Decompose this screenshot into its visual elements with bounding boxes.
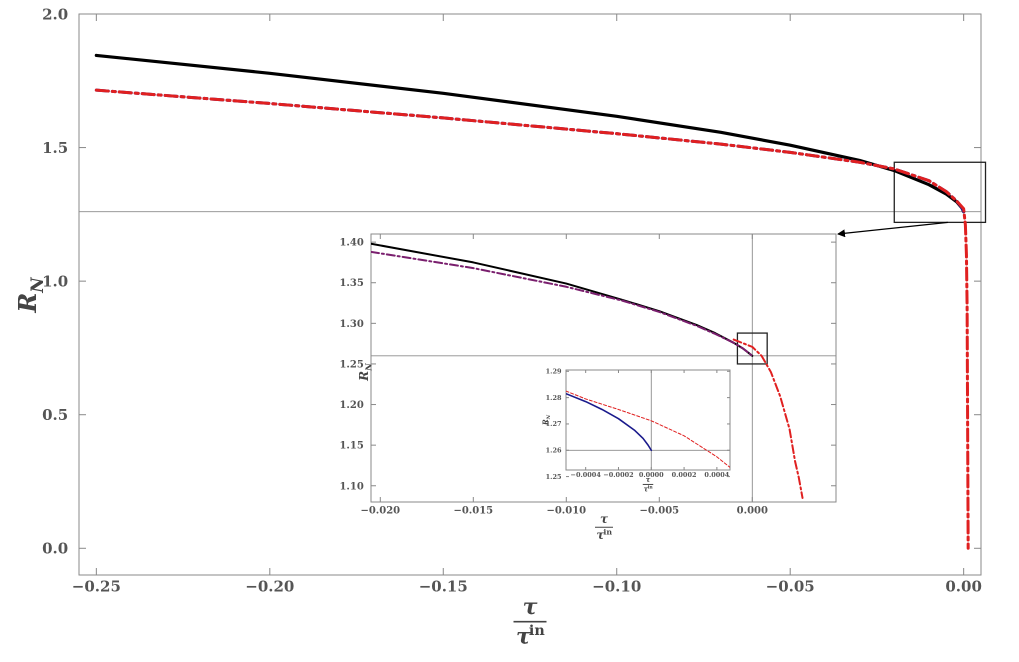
inset2-xtick-label: 0.0000 xyxy=(639,471,664,479)
inset1-zoom-box xyxy=(736,332,768,365)
inset1-xlabel-numerator: τ xyxy=(600,512,609,526)
inset2-ytick-label: 1.26 xyxy=(546,447,562,455)
inset1-ytick-label: 1.20 xyxy=(339,400,363,411)
main-xlabel-numerator: τ xyxy=(523,594,538,620)
inset2-series-blue-solid xyxy=(566,392,653,452)
inset1-xtick-label: −0.005 xyxy=(639,505,679,516)
main-xtick-label: −0.05 xyxy=(766,578,815,596)
inset1-xlabel-denominator: τ xyxy=(596,528,605,542)
main-ytick-label: 0.5 xyxy=(42,406,68,424)
main-xtick-label: −0.20 xyxy=(245,578,294,596)
inset2-ylabel-subscript: N xyxy=(546,414,552,420)
main-ytick-label: 0.0 xyxy=(42,540,68,558)
main-ytick-label: 2.0 xyxy=(42,5,68,23)
inset2-xtick-label: 0.0004 xyxy=(704,471,729,479)
inset2-xlabel-numerator: τ xyxy=(646,475,651,484)
main-xtick-label: 0.00 xyxy=(945,578,982,596)
inset1-series-purple-dashdot xyxy=(371,250,754,357)
inset2-xtick-label: 0.0002 xyxy=(672,471,697,479)
main-xlabel-superscript: in xyxy=(529,623,545,639)
inset1-ylabel-subscript: N xyxy=(364,363,374,372)
inset1-ytick-label: 1.10 xyxy=(339,481,363,492)
inset2-xtick-label: −0.0004 xyxy=(571,471,602,479)
main-ytick-label: 1.0 xyxy=(42,272,68,290)
inset1-xtick-label: −0.010 xyxy=(546,505,586,516)
main-xlabel-denominator: τ xyxy=(516,624,531,650)
inset1-series-red-dashdot xyxy=(732,338,804,499)
inset1-ytick-label: 1.40 xyxy=(339,238,363,249)
inset1-series-group xyxy=(371,242,804,499)
main-ylabel: RN xyxy=(13,277,47,314)
main-ylabel-subscript: N xyxy=(27,277,47,294)
inset2-xlabel-denominator: τ xyxy=(644,484,649,493)
main-zoom-box xyxy=(893,161,987,224)
main-xtick-label: −0.15 xyxy=(419,578,468,596)
inset1-ytick-label: 1.35 xyxy=(339,278,363,289)
inset-plot-2: −0.0004 −0.0002 0.0000 0.0002 0.0004 1.25 1.26… xyxy=(541,368,731,493)
main-series-red-dashdot xyxy=(94,88,970,550)
inset1-xtick-label: −0.015 xyxy=(453,505,493,516)
inset2-ytick-label: 1.25 xyxy=(546,473,562,481)
main-xtick-label: −0.10 xyxy=(592,578,641,596)
inset2-ylabel: RN xyxy=(541,414,552,426)
inset1-ytick-label: 1.25 xyxy=(339,359,363,370)
inset1-xlabel-superscript: in xyxy=(603,527,612,536)
inset2-ytick-label: 1.27 xyxy=(546,420,562,428)
inset1-ytick-label: 1.30 xyxy=(339,319,363,330)
inset2-xtick-label: −0.0002 xyxy=(603,471,633,479)
inset2-ytick-label: 1.28 xyxy=(546,394,562,402)
inset2-ytick-label: 1.29 xyxy=(546,368,562,376)
inset2-series-red-dashed xyxy=(566,390,730,468)
zoom-arrow-main-to-inset1 xyxy=(837,221,948,238)
main-xtick-label: −0.25 xyxy=(72,578,121,596)
main-ytick-label: 1.5 xyxy=(42,139,68,157)
inset1-xtick-label: −0.020 xyxy=(360,505,400,516)
inset2-xlabel-superscript: in xyxy=(648,485,654,491)
main-series-group xyxy=(94,53,970,550)
inset2-series-group xyxy=(566,390,730,468)
inset1-xtick-label: 0.000 xyxy=(737,505,768,516)
inset1-ytick-label: 1.15 xyxy=(339,441,363,452)
